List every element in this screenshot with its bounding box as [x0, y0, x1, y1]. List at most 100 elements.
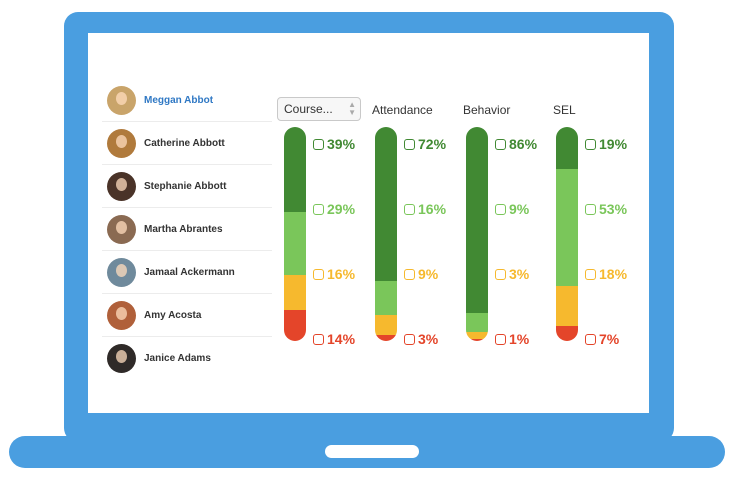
- column-label-attendance: Attendance: [372, 103, 433, 117]
- avatar: [107, 257, 136, 287]
- filter-checkbox[interactable]: [495, 333, 506, 345]
- bar-segment-behavior-0: [466, 127, 488, 313]
- filter-checkbox[interactable]: [404, 333, 415, 345]
- percent-label-attendance-0: 72%: [404, 136, 446, 152]
- percent-label-sel-0: 19%: [585, 136, 627, 152]
- percent-value: 3%: [509, 266, 530, 282]
- filter-checkbox[interactable]: [313, 333, 324, 345]
- filter-checkbox[interactable]: [313, 268, 324, 280]
- student-name: Martha Abrantes: [144, 223, 223, 235]
- bar-segment-course-3: [284, 310, 306, 341]
- percent-value: 16%: [418, 201, 447, 217]
- bar-segment-behavior-2: [466, 332, 488, 339]
- student-row[interactable]: Meggan Abbot: [102, 79, 272, 122]
- bar-segment-attendance-3: [375, 334, 397, 341]
- bar-segment-behavior-1: [466, 312, 488, 333]
- student-row[interactable]: Stephanie Abbott: [102, 165, 272, 208]
- select-arrows-icon: ▲ ▼: [348, 100, 356, 117]
- filter-checkbox[interactable]: [585, 333, 596, 345]
- laptop-lid: Meggan Abbot Catherine Abbott Stephanie …: [64, 12, 674, 442]
- percent-value: 7%: [599, 331, 620, 347]
- percent-value: 18%: [599, 266, 628, 282]
- filter-checkbox[interactable]: [495, 203, 506, 215]
- percent-label-behavior-3: 1%: [495, 331, 529, 347]
- filter-checkbox[interactable]: [313, 138, 324, 150]
- student-name: Meggan Abbot: [144, 94, 214, 106]
- percent-value: 9%: [509, 201, 530, 217]
- student-name: Janice Adams: [144, 352, 211, 364]
- percent-value: 3%: [418, 331, 439, 347]
- bar-course: [284, 127, 306, 341]
- avatar: [107, 214, 136, 244]
- filter-checkbox[interactable]: [495, 268, 506, 280]
- app-screen: Meggan Abbot Catherine Abbott Stephanie …: [88, 33, 649, 413]
- laptop-notch: [325, 445, 419, 458]
- bar-behavior: [466, 127, 488, 341]
- course-select-value: Course...: [284, 102, 333, 116]
- filter-checkbox[interactable]: [585, 138, 596, 150]
- student-name: Amy Acosta: [144, 309, 202, 321]
- student-row[interactable]: Amy Acosta: [102, 294, 272, 337]
- student-row[interactable]: Janice Adams: [102, 337, 272, 379]
- filter-checkbox[interactable]: [495, 138, 506, 150]
- percent-label-course-0: 39%: [313, 136, 355, 152]
- avatar: [107, 300, 136, 330]
- bar-segment-course-2: [284, 275, 306, 311]
- percent-label-behavior-2: 3%: [495, 266, 529, 282]
- student-name: Catherine Abbott: [144, 137, 225, 149]
- filter-checkbox[interactable]: [585, 268, 596, 280]
- percent-value: 16%: [327, 266, 356, 282]
- percent-label-attendance-2: 9%: [404, 266, 438, 282]
- avatar: [107, 343, 136, 373]
- column-label-behavior: Behavior: [463, 103, 511, 117]
- percent-label-course-1: 29%: [313, 201, 355, 217]
- percent-label-attendance-3: 3%: [404, 331, 438, 347]
- percent-label-course-2: 16%: [313, 266, 355, 282]
- percent-label-behavior-0: 86%: [495, 136, 537, 152]
- bar-segment-attendance-2: [375, 315, 397, 335]
- filter-checkbox[interactable]: [404, 203, 415, 215]
- bar-segment-sel-1: [556, 168, 578, 286]
- bar-segment-sel-3: [556, 325, 578, 341]
- bar-segment-sel-0: [556, 127, 578, 169]
- filter-checkbox[interactable]: [585, 203, 596, 215]
- bar-segment-behavior-3: [466, 338, 488, 341]
- student-name: Stephanie Abbott: [144, 180, 227, 192]
- bar-segment-attendance-0: [375, 127, 397, 282]
- bar-segment-course-1: [284, 212, 306, 276]
- percent-value: 19%: [599, 136, 628, 152]
- percent-value: 29%: [327, 201, 356, 217]
- student-row[interactable]: Jamaal Ackermann: [102, 251, 272, 294]
- percent-label-course-3: 14%: [313, 331, 355, 347]
- avatar: [107, 171, 136, 201]
- percent-label-sel-3: 7%: [585, 331, 619, 347]
- percent-label-attendance-1: 16%: [404, 201, 446, 217]
- percent-label-sel-2: 18%: [585, 266, 627, 282]
- bar-attendance: [375, 127, 397, 341]
- avatar: [107, 85, 136, 115]
- bar-segment-attendance-1: [375, 281, 397, 316]
- percent-value: 14%: [327, 331, 356, 347]
- column-label-sel: SEL: [553, 103, 576, 117]
- bar-segment-sel-2: [556, 285, 578, 326]
- bar-sel: [556, 127, 578, 341]
- percent-label-behavior-1: 9%: [495, 201, 529, 217]
- percent-value: 86%: [509, 136, 538, 152]
- student-row[interactable]: Catherine Abbott: [102, 122, 272, 165]
- percent-value: 1%: [509, 331, 530, 347]
- percent-label-sel-1: 53%: [585, 201, 627, 217]
- filter-checkbox[interactable]: [313, 203, 324, 215]
- student-list: Meggan Abbot Catherine Abbott Stephanie …: [102, 79, 272, 379]
- student-name: Jamaal Ackermann: [144, 266, 235, 278]
- filter-checkbox[interactable]: [404, 268, 415, 280]
- percent-value: 9%: [418, 266, 439, 282]
- percent-value: 53%: [599, 201, 628, 217]
- avatar: [107, 128, 136, 158]
- bar-segment-course-0: [284, 127, 306, 213]
- percent-value: 72%: [418, 136, 447, 152]
- filter-checkbox[interactable]: [404, 138, 415, 150]
- percent-value: 39%: [327, 136, 356, 152]
- student-row[interactable]: Martha Abrantes: [102, 208, 272, 251]
- laptop-base: [9, 436, 725, 468]
- course-select[interactable]: Course... ▲ ▼: [277, 97, 361, 121]
